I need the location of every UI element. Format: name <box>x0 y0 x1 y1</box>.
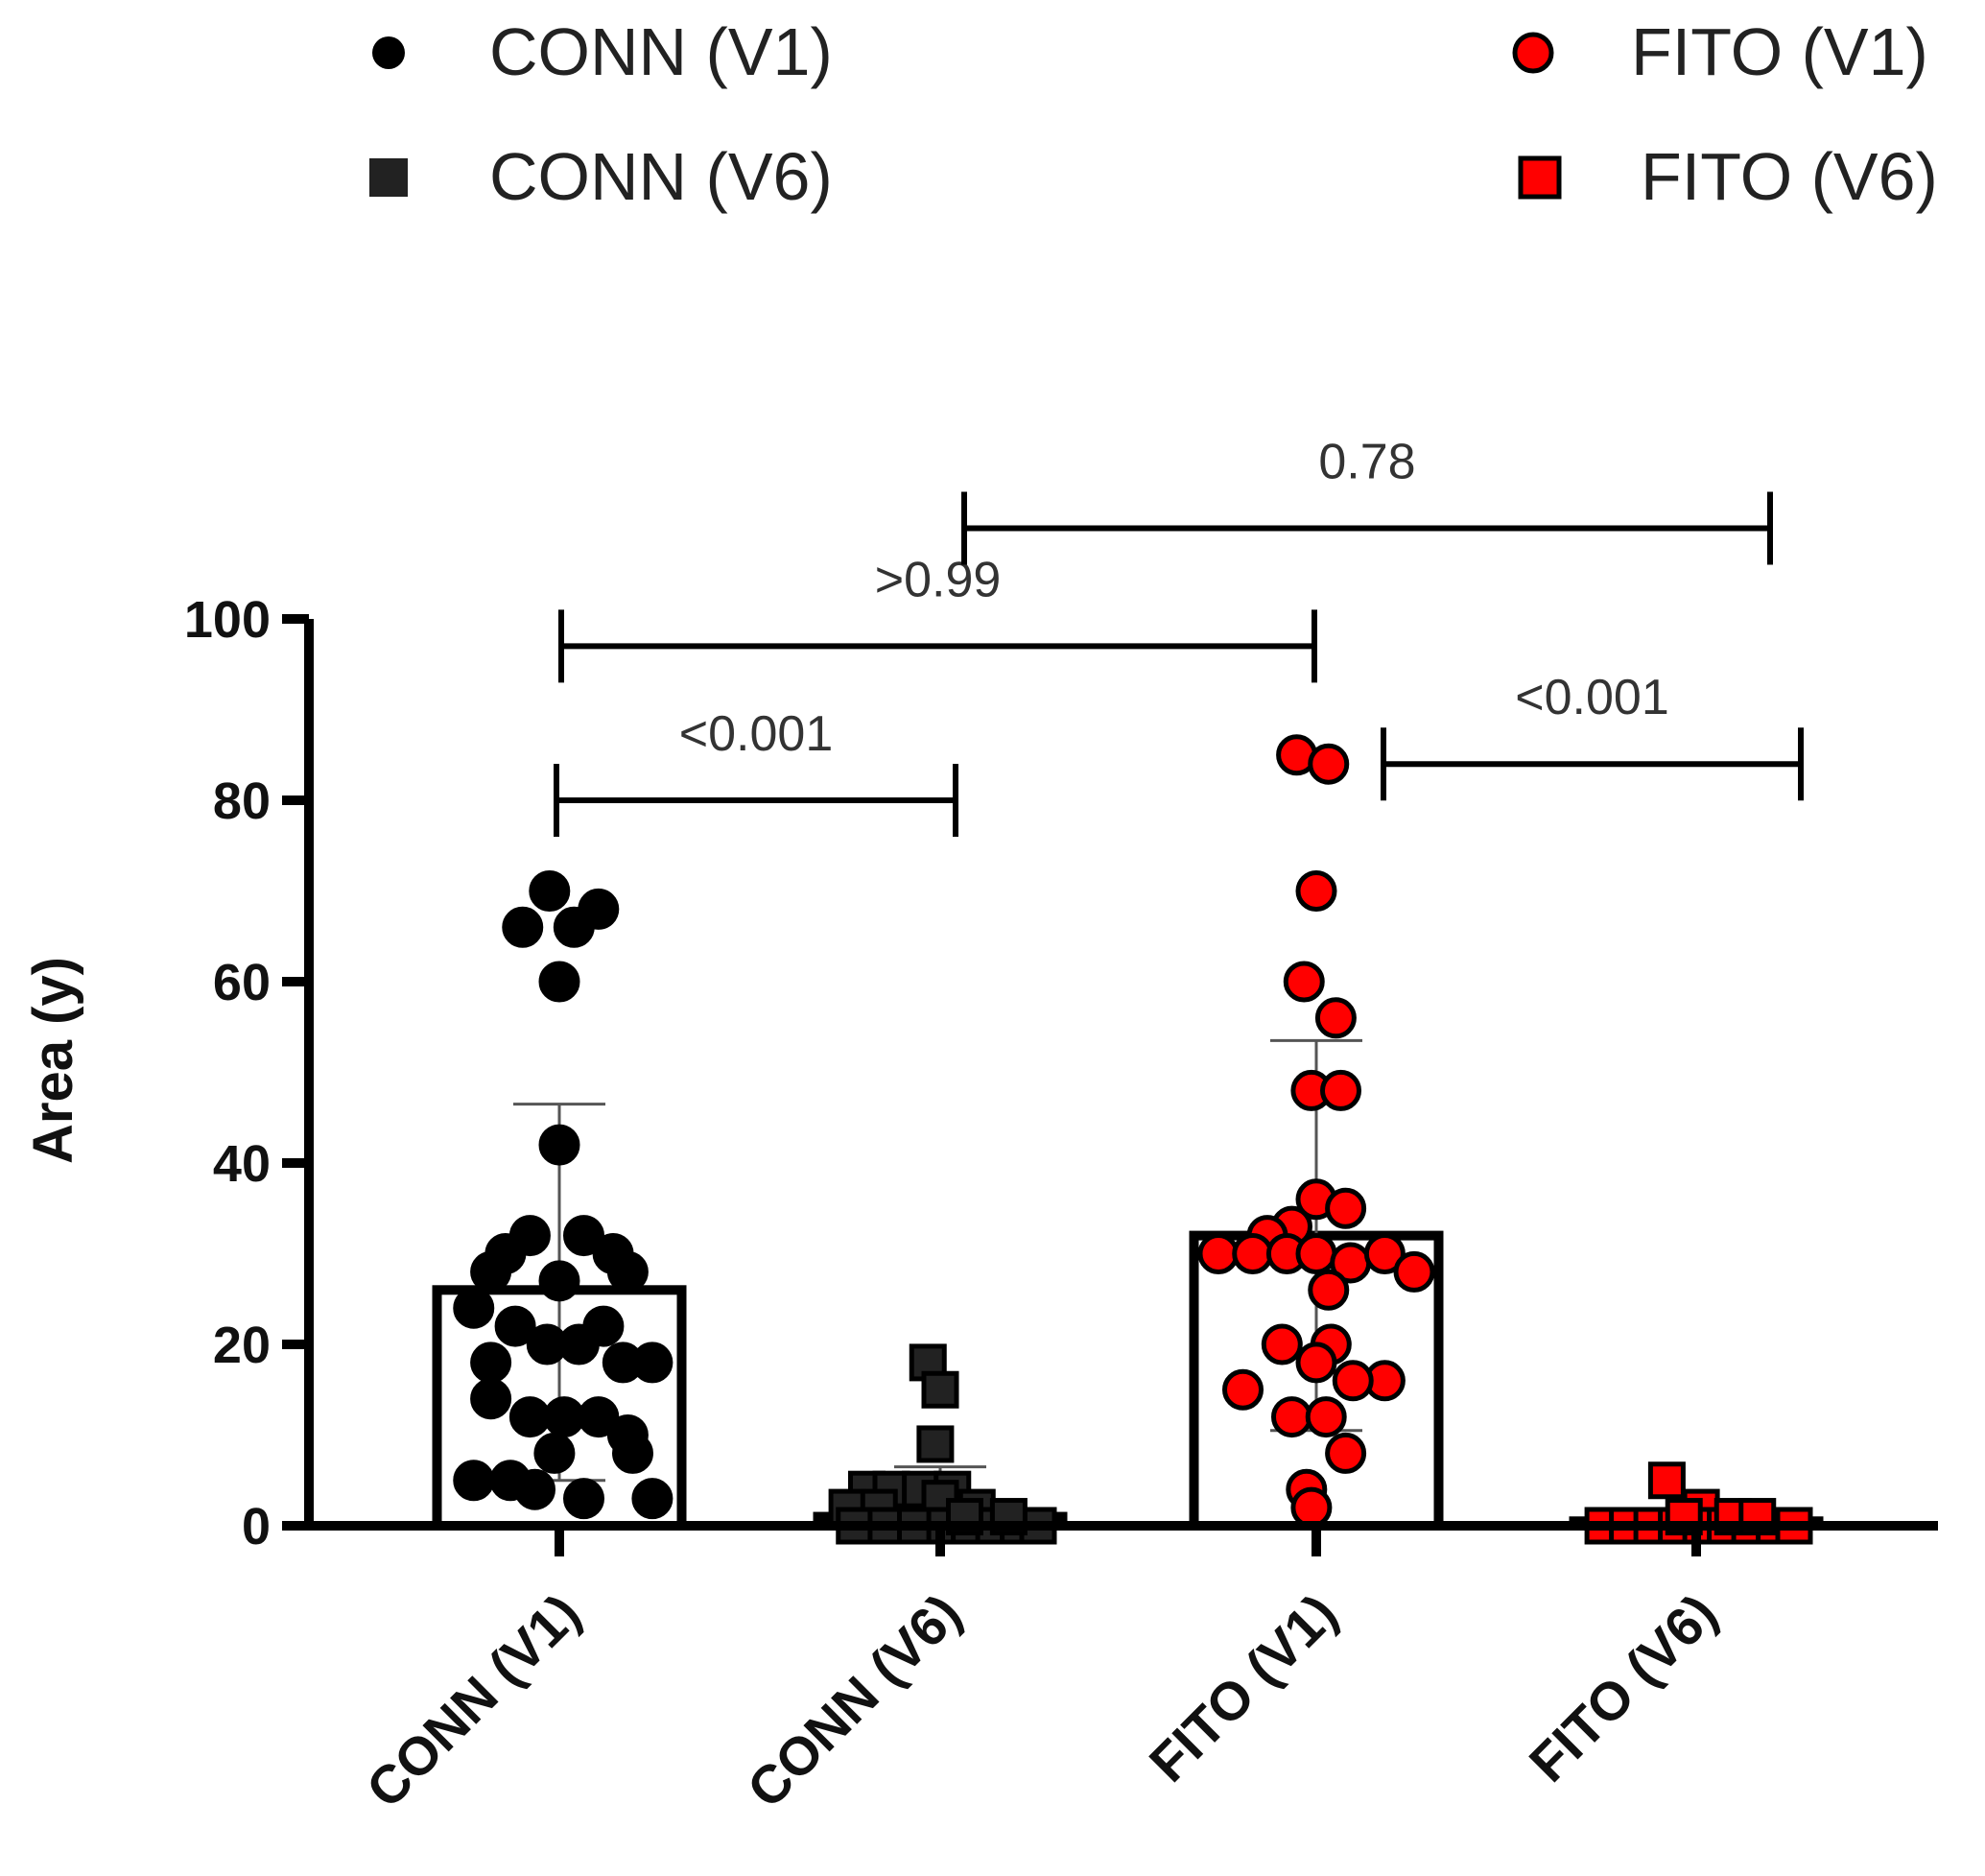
significance-brackets: <0.001 >0.99 0.78 <0.001 <box>554 435 1804 837</box>
point-1-23 <box>508 1396 551 1438</box>
point-1-27 <box>533 1432 576 1474</box>
legend-marker-1 <box>372 36 405 69</box>
point-1-8 <box>563 1215 604 1257</box>
point-2-2 <box>921 1370 959 1409</box>
point-1-6 <box>538 1124 580 1166</box>
axes: 0 20 40 60 80 100 CONN (V1) CONN (V6) FITO (V1) F… <box>184 591 1938 1819</box>
x-tick-label-2: CONN (V6) <box>736 1582 973 1819</box>
point-1-18 <box>557 1323 600 1365</box>
point-3-23 <box>1222 1368 1264 1411</box>
legend-marker-2 <box>369 158 408 197</box>
point-1-24 <box>543 1396 585 1438</box>
point-4-1 <box>1647 1461 1686 1500</box>
point-3-9 <box>1325 1187 1367 1229</box>
point-1-29 <box>453 1460 495 1502</box>
error-bars <box>513 1038 1742 1528</box>
point-3-22 <box>1295 1342 1337 1384</box>
p-value-3: 0.78 <box>1318 435 1415 490</box>
point-3-13 <box>1232 1233 1274 1274</box>
y-tick-label-20: 20 <box>213 1317 271 1374</box>
point-1-21 <box>631 1342 673 1384</box>
legend-marker-4 <box>1518 155 1562 200</box>
point-1-12 <box>606 1250 649 1293</box>
point-3-26 <box>1271 1396 1312 1438</box>
point-1-28 <box>612 1432 653 1474</box>
point-1-1 <box>529 870 571 912</box>
point-3-3 <box>1295 870 1337 912</box>
point-1-31 <box>514 1468 555 1510</box>
x-tick-label-1: CONN (V1) <box>355 1582 592 1819</box>
point-3-17 <box>1363 1233 1406 1274</box>
point-3-2 <box>1308 743 1350 785</box>
point-1-2 <box>502 906 544 948</box>
y-tick-label-0: 0 <box>242 1498 271 1555</box>
point-1-19 <box>470 1342 512 1384</box>
legend: CONN (V1) CONN (V6) FITO (V1) FITO (V6) <box>369 14 1938 214</box>
data-points <box>453 734 1813 1545</box>
point-3-18 <box>1393 1250 1435 1293</box>
p-value-2: >0.99 <box>875 552 1002 607</box>
point-3-27 <box>1305 1396 1347 1438</box>
point-3-12 <box>1197 1233 1240 1274</box>
point-3-5 <box>1314 997 1357 1039</box>
point-1-13 <box>453 1287 495 1329</box>
p-value-4: <0.001 <box>1515 670 1669 725</box>
y-axis-label: Area (y) <box>22 957 84 1164</box>
point-3-28 <box>1325 1432 1367 1474</box>
legend-marker-3 <box>1512 32 1554 74</box>
point-3-30 <box>1290 1486 1333 1529</box>
y-tick-label-40: 40 <box>213 1135 271 1193</box>
point-1-11 <box>470 1250 512 1293</box>
legend-label-2: CONN (V6) <box>489 139 833 214</box>
point-1-22 <box>470 1378 512 1420</box>
point-3-7 <box>1320 1069 1361 1111</box>
y-tick-label-80: 80 <box>213 772 271 830</box>
point-3-19 <box>1308 1269 1350 1311</box>
point-2-3 <box>916 1425 955 1463</box>
point-1-32 <box>563 1478 604 1520</box>
point-1-25 <box>578 1396 620 1438</box>
point-1-15 <box>494 1305 536 1347</box>
y-tick-label-60: 60 <box>213 954 271 1011</box>
point-3-4 <box>1283 961 1325 1003</box>
y-tick-label-100: 100 <box>184 591 271 649</box>
point-3-25 <box>1332 1360 1374 1402</box>
point-1-4 <box>578 888 620 930</box>
point-1-14 <box>538 1260 580 1302</box>
x-tick-label-4: FITO (V6) <box>1518 1582 1729 1793</box>
point-1-5 <box>538 961 580 1003</box>
point-1-33 <box>631 1478 673 1520</box>
point-3-15 <box>1295 1233 1337 1274</box>
plot-area: 0 20 40 60 80 100 CONN (V1) CONN (V6) FITO (V1) F… <box>184 435 1938 1819</box>
legend-label-1: CONN (V1) <box>489 14 833 89</box>
legend-label-4: FITO (V6) <box>1641 139 1938 214</box>
p-value-1: <0.001 <box>679 706 834 762</box>
x-tick-label-3: FITO (V1) <box>1138 1582 1349 1793</box>
point-3-20 <box>1261 1323 1303 1365</box>
legend-label-3: FITO (V1) <box>1631 14 1928 89</box>
